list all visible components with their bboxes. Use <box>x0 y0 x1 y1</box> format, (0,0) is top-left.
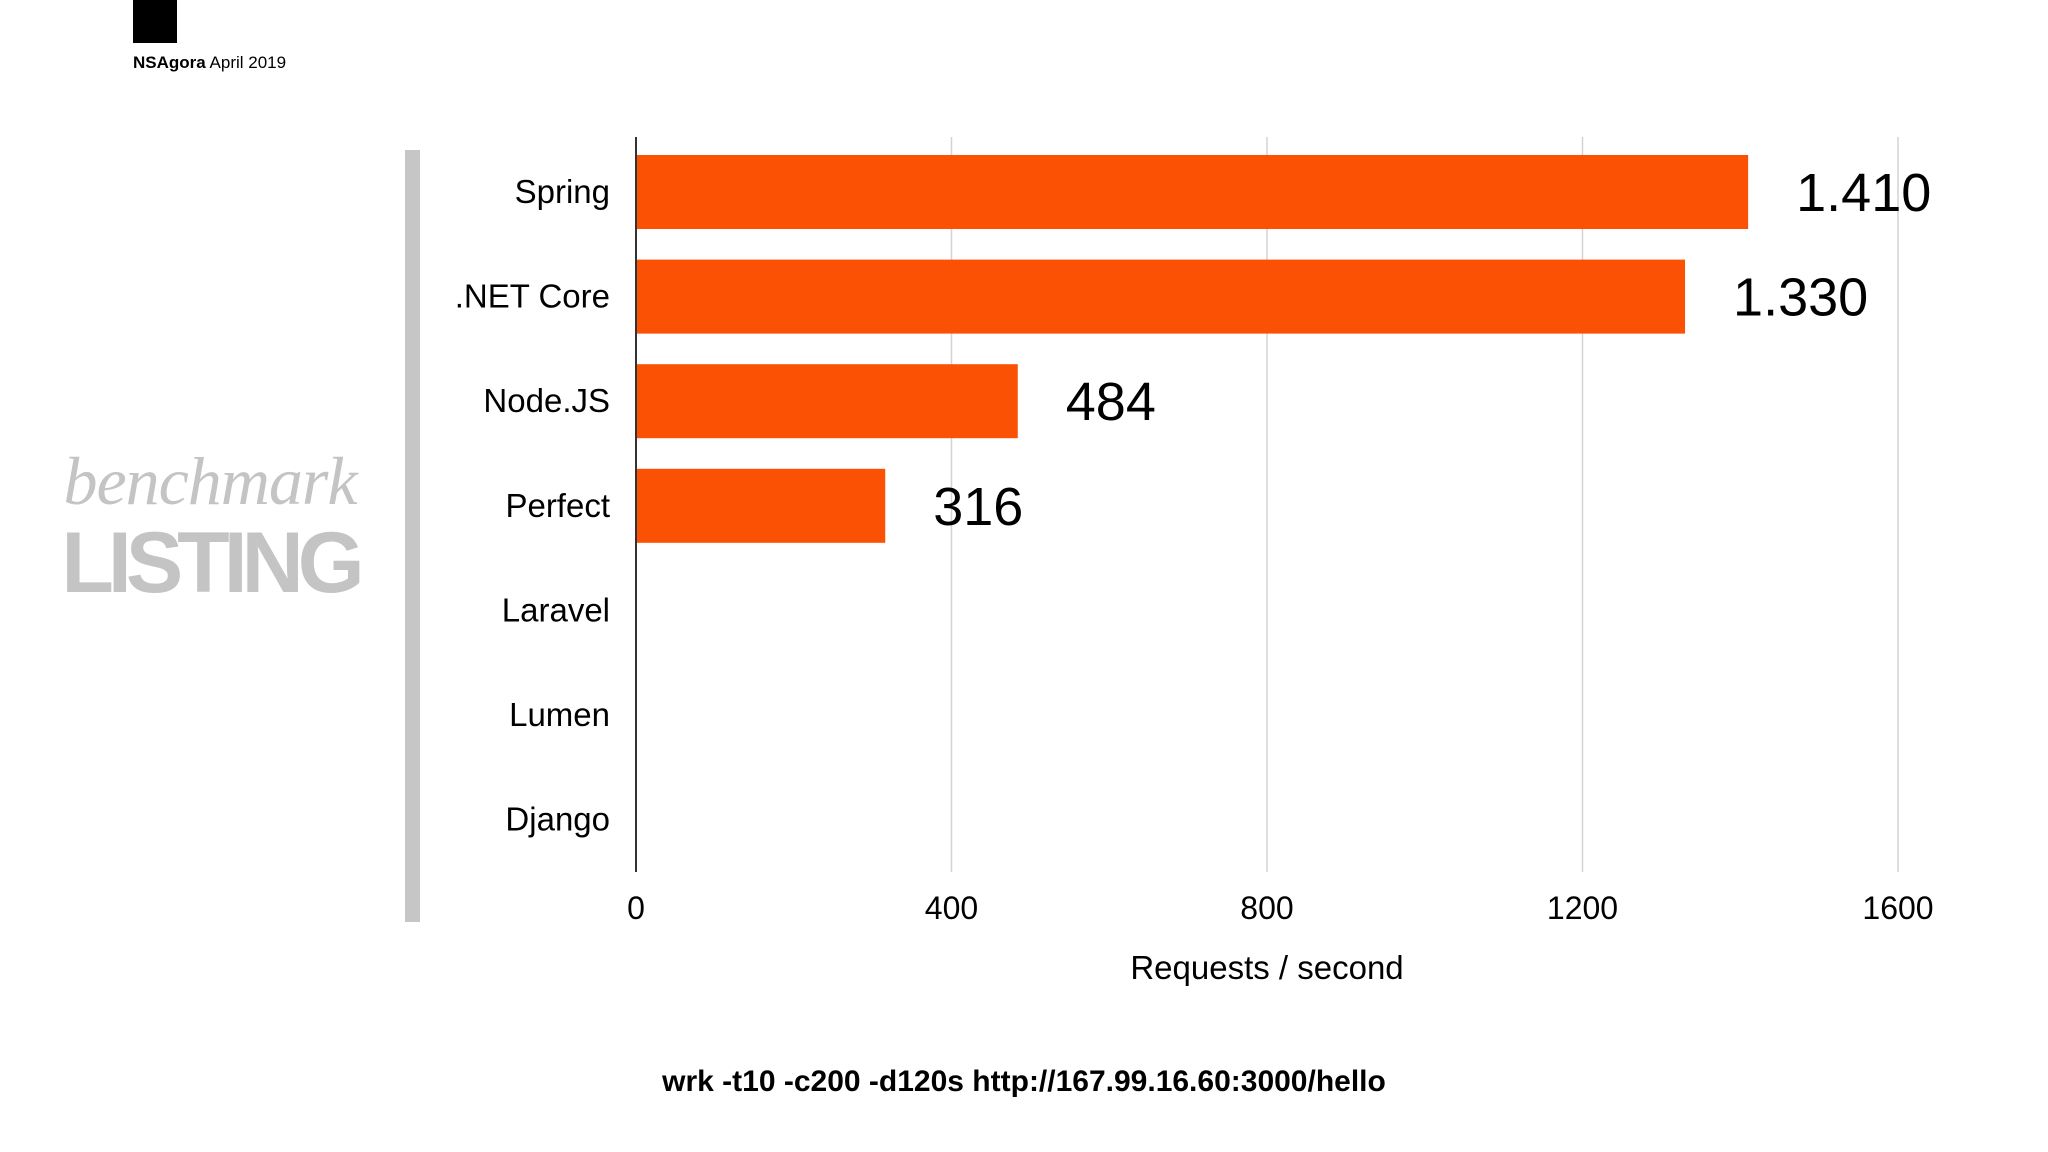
section-divider <box>405 150 420 922</box>
x-tick-label: 0 <box>627 890 645 926</box>
benchmark-command: wrk -t10 -c200 -d120s http://167.99.16.6… <box>662 1065 1386 1098</box>
brand-date: April 2019 <box>209 53 287 72</box>
brand-line: NSAgora April 2019 <box>133 53 286 73</box>
x-tick-label: 800 <box>1240 890 1293 926</box>
bar <box>636 259 1686 334</box>
section-title-big: LISTING <box>61 515 364 611</box>
brand-name: NSAgora <box>133 53 206 72</box>
category-label: Node.JS <box>483 382 610 419</box>
x-axis-title: Requests / second <box>1130 949 1403 986</box>
data-label: 1.410 <box>1796 163 1931 223</box>
category-label: Django <box>505 801 610 838</box>
logo-square <box>133 0 177 43</box>
category-label: Perfect <box>505 487 610 524</box>
x-tick-label: 1200 <box>1547 890 1618 926</box>
data-label: 484 <box>1066 372 1156 432</box>
x-tick-label: 1600 <box>1862 890 1933 926</box>
data-label: 316 <box>933 477 1023 537</box>
section-title-small: benchmark <box>63 443 357 519</box>
data-label: 1.330 <box>1733 268 1868 328</box>
section-title: benchmark LISTING <box>60 443 364 611</box>
bar <box>636 364 1018 439</box>
category-label: .NET Core <box>455 278 610 315</box>
category-label: Spring <box>515 173 610 210</box>
bar <box>636 155 1749 229</box>
x-tick-label: 400 <box>925 890 978 926</box>
category-label: Laravel <box>502 591 610 628</box>
category-label: Lumen <box>509 696 610 733</box>
bar <box>636 468 886 543</box>
